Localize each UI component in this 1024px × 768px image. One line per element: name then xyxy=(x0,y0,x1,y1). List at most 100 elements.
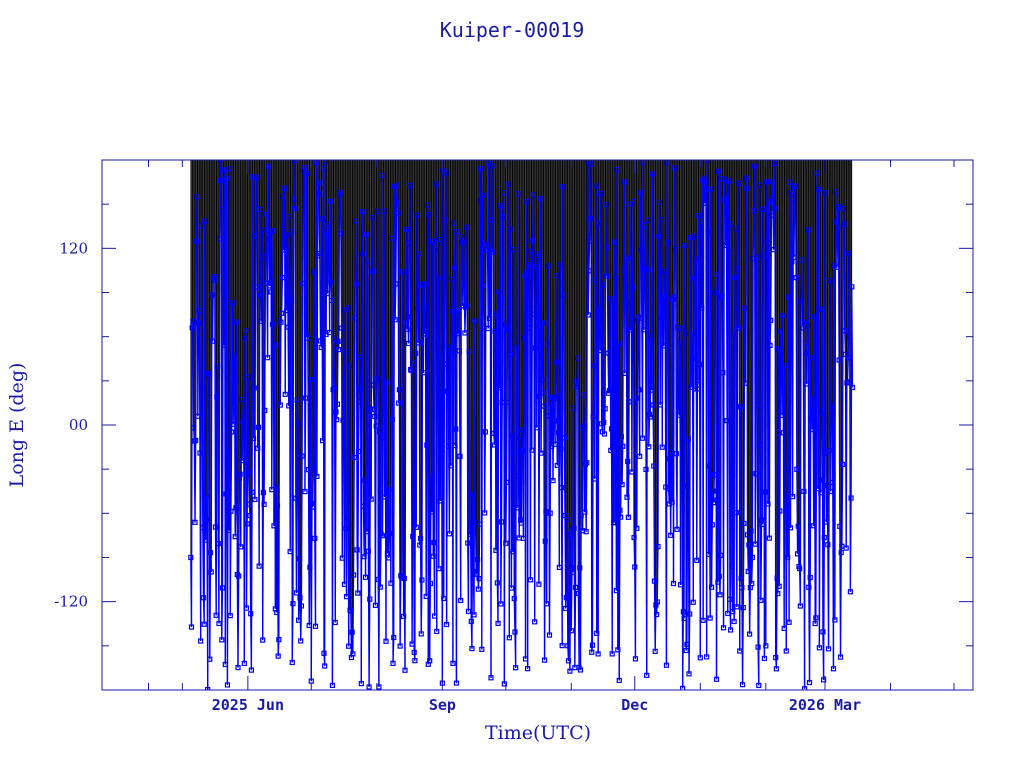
data-point xyxy=(213,612,219,618)
data-point xyxy=(496,385,503,391)
series-segment xyxy=(207,372,210,375)
series-segment xyxy=(662,296,665,346)
data-point xyxy=(764,238,770,244)
data-point xyxy=(329,297,335,304)
data-point xyxy=(469,645,475,652)
series-segment xyxy=(769,320,772,346)
series-segment xyxy=(534,347,537,622)
data-point xyxy=(305,467,312,473)
data-point xyxy=(788,189,794,195)
data-point xyxy=(202,218,208,224)
series-segment xyxy=(292,199,295,604)
data-point xyxy=(207,656,213,662)
series-segment xyxy=(559,264,562,450)
data-point xyxy=(502,322,508,328)
data-point xyxy=(737,648,743,654)
series-segment xyxy=(232,396,235,425)
data-point xyxy=(427,580,433,587)
data-point xyxy=(802,340,808,346)
data-point xyxy=(710,488,716,494)
data-point xyxy=(584,160,591,164)
series-segment xyxy=(305,173,308,335)
data-point xyxy=(293,495,299,501)
series-segment xyxy=(198,310,201,453)
data-point xyxy=(601,431,608,437)
data-point xyxy=(759,521,765,528)
data-point xyxy=(262,254,269,260)
data-point xyxy=(340,417,346,423)
data-point xyxy=(636,387,642,393)
series-segment xyxy=(574,587,577,668)
data-point xyxy=(424,202,431,208)
data-point xyxy=(800,325,806,331)
data-point xyxy=(386,530,393,537)
data-point xyxy=(505,181,511,187)
data-point xyxy=(284,245,290,251)
series-segment xyxy=(801,322,804,329)
data-point xyxy=(610,299,616,305)
data-point xyxy=(462,330,468,336)
data-point xyxy=(544,341,550,347)
x-tick-label: 2026 Mar xyxy=(789,696,861,714)
data-point xyxy=(381,208,387,214)
data-point xyxy=(751,208,757,214)
data-point xyxy=(507,226,513,232)
series-segment xyxy=(318,193,321,254)
series-segment xyxy=(846,357,849,382)
data-point xyxy=(498,601,504,607)
data-point xyxy=(417,542,423,548)
series-segment xyxy=(593,279,596,479)
data-point xyxy=(594,220,600,226)
data-point xyxy=(596,334,603,341)
data-point xyxy=(358,680,364,687)
data-point xyxy=(793,275,799,281)
data-point xyxy=(333,409,339,415)
data-point xyxy=(233,319,240,325)
data-point xyxy=(805,227,811,233)
series-segment xyxy=(276,505,279,657)
data-point xyxy=(337,189,343,196)
series-segment xyxy=(754,473,757,545)
data-point xyxy=(295,421,301,427)
data-point xyxy=(766,199,772,205)
data-point xyxy=(799,257,805,263)
series-segment xyxy=(653,466,656,582)
series-segment xyxy=(190,327,193,628)
series-segment xyxy=(411,536,414,645)
data-point xyxy=(221,342,227,348)
data-point xyxy=(450,660,456,666)
data-point xyxy=(231,352,238,358)
series-segment xyxy=(772,208,775,250)
data-point xyxy=(512,629,518,635)
series-segment xyxy=(818,480,821,648)
data-point xyxy=(193,238,200,245)
series-segment xyxy=(751,258,754,558)
data-point xyxy=(522,656,529,662)
data-point xyxy=(656,233,662,240)
data-point xyxy=(384,379,390,385)
data-point xyxy=(725,610,731,617)
data-point xyxy=(604,244,610,251)
data-point xyxy=(190,318,196,324)
data-point xyxy=(302,488,308,495)
data-point xyxy=(701,190,708,196)
data-point xyxy=(400,269,406,275)
data-point xyxy=(767,342,773,349)
data-point xyxy=(833,219,839,225)
data-point xyxy=(515,191,521,197)
series-segment xyxy=(646,220,649,270)
data-point xyxy=(661,294,667,300)
series-segment xyxy=(765,181,768,242)
data-point xyxy=(245,374,251,380)
data-point xyxy=(696,362,703,368)
data-point xyxy=(785,294,791,300)
series-segment xyxy=(844,330,847,355)
data-point xyxy=(625,514,632,520)
data-point xyxy=(741,520,747,527)
data-point xyxy=(637,190,643,196)
data-point xyxy=(605,350,611,356)
data-point xyxy=(224,175,230,181)
data-point xyxy=(475,586,481,592)
series-segment xyxy=(374,426,377,606)
data-point xyxy=(401,613,407,619)
